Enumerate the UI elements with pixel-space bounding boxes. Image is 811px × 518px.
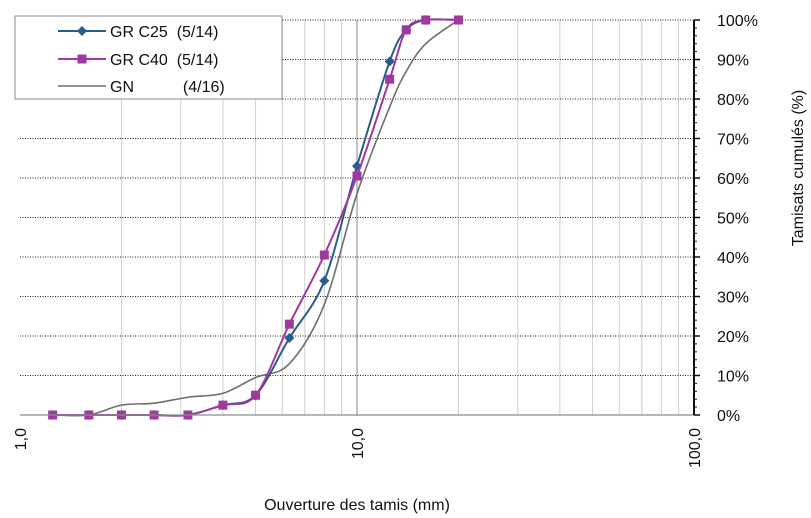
legend-marker-square <box>77 54 87 64</box>
y-axis-label: Tamisats cumulés (%) <box>790 90 807 246</box>
data-point-gr-c40 <box>218 400 228 410</box>
data-point-gr-c40 <box>421 15 431 25</box>
data-point-gr-c40 <box>251 390 261 400</box>
x-tick-label: 1,0 <box>13 428 30 450</box>
data-point-gr-c40 <box>401 25 411 35</box>
y-tick-label: 100% <box>717 13 758 30</box>
y-tick-label: 90% <box>717 53 749 70</box>
y-tick-label: 20% <box>717 329 749 346</box>
legend-label-gn: GN (4/16) <box>110 79 225 96</box>
data-point-gr-c40 <box>453 15 463 25</box>
legend-label-gr-c40: GR C40 (5/14) <box>110 52 218 69</box>
y-tick-label: 60% <box>717 171 749 188</box>
y-tick-label: 80% <box>717 92 749 109</box>
tick-labels: 0% 10% 20% 30% 40% 50% 60% 70% 80% 90% 100% 1,0 10,0… <box>13 13 758 468</box>
data-point-gr-c25 <box>284 332 295 343</box>
y-tick-label: 0% <box>717 408 740 425</box>
data-point-gr-c25 <box>384 56 395 67</box>
data-point-gr-c40 <box>352 171 362 181</box>
x-axis-label: Ouverture des tamis (mm) <box>264 497 450 514</box>
y-tick-label: 50% <box>717 211 749 228</box>
data-point-gr-c40 <box>284 319 294 329</box>
axes-layer <box>20 19 700 416</box>
data-point-gr-c40 <box>319 250 329 260</box>
x-tick-label: 100,0 <box>687 428 704 468</box>
data-point-gr-c25 <box>319 275 330 286</box>
y-tick-label: 10% <box>717 369 749 386</box>
grid-major <box>20 19 694 415</box>
data-point-gr-c40 <box>385 74 395 84</box>
legend: GR C25 (5/14) GR C40 (5/14) GN (4/16) <box>14 15 283 100</box>
legend-entry-gn: GN (4/16) <box>58 79 225 96</box>
y-tick-label: 40% <box>717 250 749 267</box>
legend-label-gr-c25: GR C25 (5/14) <box>110 24 218 41</box>
x-tick-label: 10,0 <box>350 428 367 459</box>
legend-entry-gr-c40: GR C40 (5/14) <box>58 52 218 69</box>
y-tick-label: 70% <box>717 132 749 149</box>
series-line-gn <box>52 19 459 417</box>
legend-entry-gr-c25: GR C25 (5/14) <box>58 24 218 41</box>
y-tick-label: 30% <box>717 290 749 307</box>
legend-marker-diamond <box>77 26 87 36</box>
legend-box <box>14 15 283 100</box>
